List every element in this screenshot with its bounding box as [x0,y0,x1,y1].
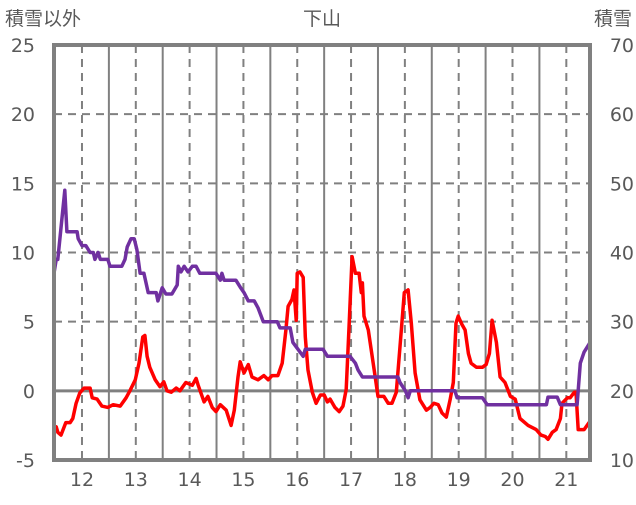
x-tick-label: 13 [124,469,148,491]
y-right-tick-label: 30 [610,312,634,334]
x-tick-label: 16 [285,469,309,491]
x-tick-label: 15 [231,469,255,491]
x-tick-label: 18 [393,469,417,491]
y-left-tick-label: -5 [16,450,35,472]
chart-title: 下山 [303,8,341,30]
y-left-tick-label: 10 [11,243,35,265]
x-tick-label: 14 [178,469,202,491]
x-tick-label: 17 [339,469,363,491]
grid [54,45,590,460]
tick-labels: -5 0 5 10 15 20 25 10 20 30 40 50 60 70 12 13 14 15 16 17 18… [11,35,634,491]
y-right-tick-label: 20 [610,381,634,403]
y-right-tick-label: 60 [610,104,634,126]
series-lines [52,188,592,442]
x-tick-label: 21 [554,469,578,491]
non-snow-series-line [52,254,592,442]
y-right-tick-label: 50 [610,173,634,195]
y-right-tick-label: 40 [610,243,634,265]
plot-frame [52,43,592,462]
right-axis-title: 積雪 [594,8,632,30]
x-tick-label: 12 [70,469,94,491]
y-right-tick-label: 10 [610,450,634,472]
y-left-tick-label: 0 [23,381,35,403]
x-tick-label: 20 [500,469,524,491]
y-left-tick-label: 25 [11,35,35,57]
y-left-tick-label: 15 [11,173,35,195]
y-left-tick-label: 20 [11,104,35,126]
y-right-tick-label: 70 [610,35,634,57]
x-tick-label: 19 [447,469,471,491]
snow-series-line [52,188,592,407]
left-axis-title: 積雪以外 [5,8,81,30]
y-left-tick-label: 5 [23,312,35,334]
